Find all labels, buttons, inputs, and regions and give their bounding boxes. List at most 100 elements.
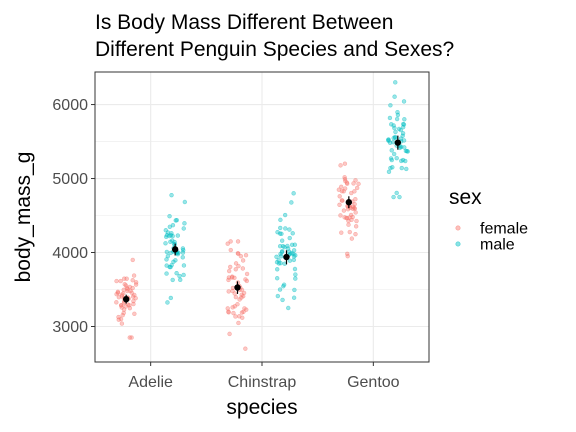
data-point [164, 257, 169, 262]
data-point [353, 210, 358, 215]
data-point [119, 321, 125, 326]
data-point [290, 231, 295, 236]
x-axis: Adelie Chinstrap Gentoo [128, 362, 400, 391]
data-point [240, 315, 245, 320]
data-point [293, 272, 298, 277]
data-point [226, 275, 232, 280]
data-point [118, 278, 123, 284]
data-point [241, 309, 246, 315]
data-point [225, 306, 230, 311]
data-point [114, 291, 119, 297]
data-point [338, 213, 343, 218]
data-point [287, 249, 292, 254]
data-point [164, 271, 169, 276]
data-point [244, 271, 250, 277]
chart-title-line-2: Different Penguin Species and Sexes? [95, 38, 454, 61]
y-tick-label: 6000 [52, 97, 88, 114]
data-point [241, 290, 247, 296]
data-point [182, 199, 188, 205]
data-point [233, 294, 239, 300]
data-point [130, 285, 135, 291]
legend-key [455, 241, 461, 247]
data-point [178, 277, 183, 283]
data-point [405, 149, 410, 154]
data-point [118, 316, 124, 322]
mean-point [171, 246, 179, 253]
data-point [397, 194, 402, 200]
mean-point [345, 199, 353, 206]
data-point [168, 295, 174, 301]
data-point [176, 250, 181, 255]
data-point [344, 215, 349, 221]
data-point [287, 235, 292, 241]
data-point [125, 288, 130, 294]
data-point [394, 155, 399, 161]
data-point [232, 304, 237, 309]
data-point [278, 254, 284, 259]
x-tick-label: Gentoo [347, 374, 400, 391]
data-point [229, 275, 235, 280]
data-point [352, 189, 357, 194]
data-point [121, 307, 127, 312]
data-point [180, 255, 185, 260]
data-point [181, 248, 186, 253]
mean-markers [122, 135, 402, 304]
data-point [228, 247, 233, 253]
data-point [182, 221, 187, 226]
data-point [396, 126, 402, 132]
data-point [167, 264, 172, 270]
data-point [356, 181, 361, 187]
data-point [287, 227, 292, 232]
data-point [239, 295, 244, 300]
data-point [127, 303, 132, 308]
data-point [287, 258, 293, 263]
x-tick-label: Chinstrap [228, 374, 297, 391]
data-point [389, 157, 394, 163]
data-point [389, 122, 394, 127]
data-point [240, 258, 246, 263]
data-point [130, 257, 135, 263]
data-point [169, 231, 174, 236]
data-point [228, 264, 233, 270]
data-point [389, 148, 394, 153]
data-point [345, 251, 350, 257]
data-point [388, 103, 393, 108]
data-point [402, 145, 407, 150]
data-point [399, 165, 404, 171]
data-point [274, 254, 279, 259]
data-point [347, 229, 352, 235]
data-point [388, 165, 393, 171]
data-points [114, 80, 410, 351]
data-point [291, 257, 297, 263]
data-point [233, 267, 238, 272]
legend-label: male [480, 237, 515, 254]
data-point [282, 244, 287, 250]
x-axis-title: species [226, 396, 297, 419]
data-point [169, 192, 174, 198]
mean-point [234, 284, 241, 291]
data-point [225, 241, 230, 246]
data-point [293, 276, 298, 281]
data-point [337, 202, 342, 207]
data-point [353, 197, 358, 202]
data-point [291, 248, 297, 253]
legend-key [455, 225, 461, 231]
data-point [121, 310, 126, 316]
data-point [124, 276, 129, 281]
data-point [393, 129, 398, 135]
mean-point [122, 295, 130, 303]
data-point [175, 233, 181, 238]
data-point [336, 187, 342, 192]
data-point [394, 190, 399, 196]
data-point [131, 273, 137, 278]
data-point [131, 301, 136, 307]
data-point [231, 310, 236, 316]
data-point [353, 178, 358, 183]
data-point [279, 231, 284, 236]
data-point [395, 110, 400, 115]
x-tick-label: Adelie [128, 374, 173, 391]
data-point [132, 311, 137, 316]
y-axis-title: body_mass_g [12, 152, 35, 283]
data-point [349, 236, 355, 241]
